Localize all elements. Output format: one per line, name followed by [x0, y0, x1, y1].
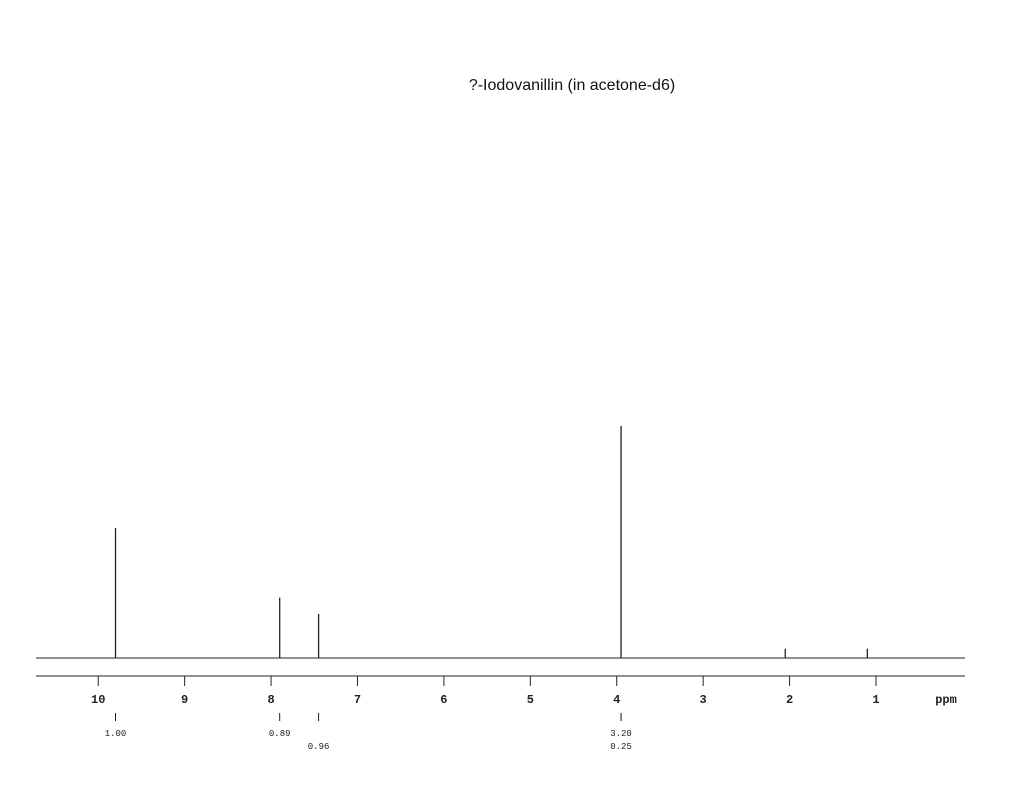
- x-tick-label: 3: [700, 693, 707, 707]
- x-tick-label: 7: [354, 693, 361, 707]
- x-tick-label: 9: [181, 693, 188, 707]
- integral-label: 3.20: [610, 729, 632, 739]
- x-tick-label: 4: [613, 693, 620, 707]
- x-tick-label: 10: [91, 693, 105, 707]
- integral-label: 0.25: [610, 742, 632, 752]
- chart-title: ?-Iodovanillin (in acetone-d6): [469, 77, 675, 94]
- integral-label: 0.96: [308, 742, 330, 752]
- x-tick-label: 2: [786, 693, 793, 707]
- x-tick-label: 1: [872, 693, 879, 707]
- x-tick-label: 5: [527, 693, 534, 707]
- integral-label: 1.00: [105, 729, 127, 739]
- x-tick-label: 6: [440, 693, 447, 707]
- x-tick-label: 8: [267, 693, 274, 707]
- integral-label: 0.89: [269, 729, 291, 739]
- x-axis-label: ppm: [935, 693, 957, 707]
